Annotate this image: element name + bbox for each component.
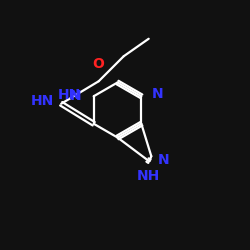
Text: N: N [158,153,169,167]
Text: N: N [70,89,81,103]
Text: NH: NH [137,169,160,183]
Text: HN: HN [58,88,81,102]
Text: N: N [151,87,163,101]
Text: HN: HN [30,94,54,108]
Text: O: O [93,57,104,71]
